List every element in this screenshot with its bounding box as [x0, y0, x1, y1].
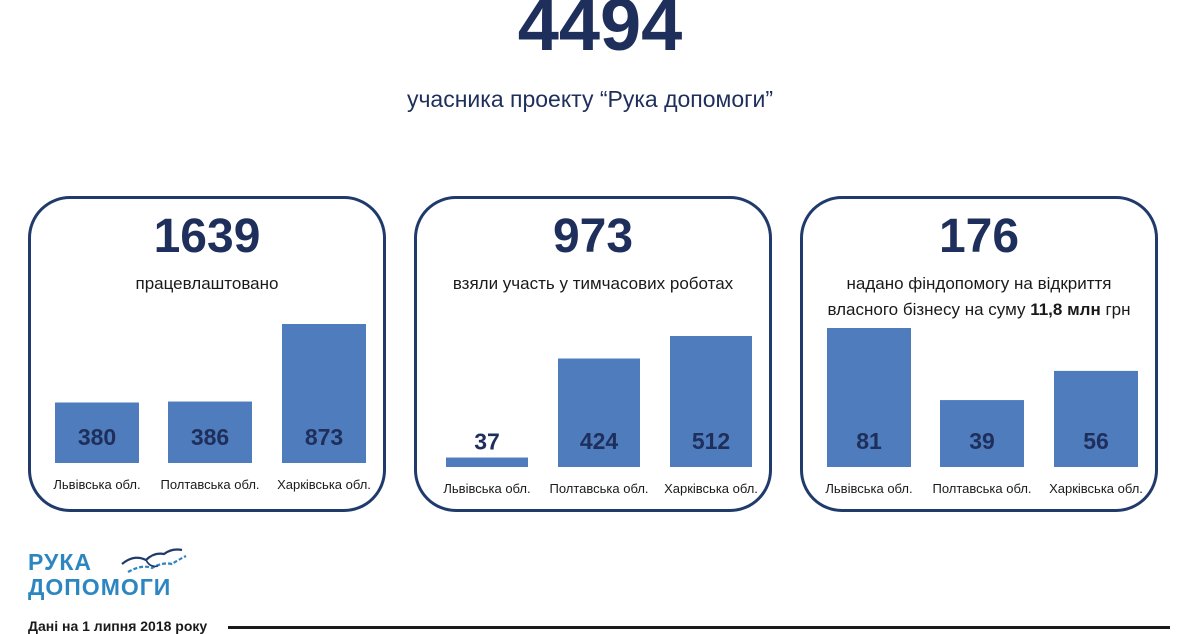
- headline-total: 4494: [517, 0, 683, 66]
- card-number: 1639: [153, 210, 261, 263]
- bar-value-label: 386: [191, 424, 229, 450]
- bar-value-label: 380: [78, 424, 116, 450]
- logo-line2: ДОПОМОГИ: [28, 574, 172, 600]
- bar-value-label: 39: [969, 428, 995, 454]
- category-label: Харківська обл.: [277, 477, 371, 492]
- bar-value-label: 512: [692, 428, 730, 454]
- bar-chart-temporary-work: 37 Львівська обл. 424 Полтавська обл. 512 Хар…: [443, 336, 758, 496]
- bar-1: [446, 457, 528, 467]
- bar-value-label: 37: [474, 429, 500, 455]
- category-label: Львівська обл.: [53, 477, 140, 492]
- category-label: Львівська обл.: [825, 481, 912, 496]
- bar-value-label: 873: [305, 424, 343, 450]
- logo: РУКА ДОПОМОГИ: [28, 548, 187, 600]
- card-number: 973: [552, 210, 634, 263]
- category-label: Полтавська обл.: [160, 477, 259, 492]
- bar-value-label: 424: [580, 428, 619, 454]
- bar-chart-business-aid: 81 Львівська обл. 39 Полтавська обл. 56 Харкі…: [825, 328, 1143, 496]
- category-label: Полтавська обл.: [549, 481, 648, 496]
- bar-2: [168, 401, 252, 463]
- bar-2: [940, 400, 1024, 467]
- category-label: Харківська обл.: [664, 481, 758, 496]
- bar-3: [670, 336, 752, 467]
- card-number: 176: [938, 210, 1020, 263]
- logo-line1: РУКА: [28, 549, 92, 575]
- bar-3: [282, 324, 366, 463]
- category-label: Харківська обл.: [1049, 481, 1143, 496]
- bar-1: [55, 402, 139, 463]
- category-label: Полтавська обл.: [932, 481, 1031, 496]
- footer-rule: [228, 626, 1170, 629]
- bar-1: [827, 328, 911, 467]
- footer-note: Дані на 1 липня 2018 року: [28, 618, 208, 634]
- bar-2: [558, 358, 640, 467]
- bar-value-label: 81: [856, 428, 882, 454]
- stat-card-employed: 1639 працевлаштовано 380 Львівська обл. 38…: [28, 196, 386, 512]
- bar-3: [1054, 370, 1138, 467]
- handshake-icon: [121, 548, 187, 573]
- bar-chart-employed: 380 Львівська обл. 386 Полтавська обл. 873 Ха…: [53, 324, 371, 492]
- headline-subtitle: учасника проекту “Рука допомоги”: [406, 86, 774, 112]
- card-caption: взяли участь у тимчасових роботах: [452, 274, 734, 293]
- card-caption: надано фіндопомогу на відкриття власного…: [827, 274, 1131, 319]
- category-label: Львівська обл.: [443, 481, 530, 496]
- stat-card-business-aid: 176 надано фіндопомогу на відкриття влас…: [800, 196, 1158, 512]
- card-caption: працевлаштовано: [135, 274, 279, 293]
- stat-card-temporary-work: 973 взяли участь у тимчасових роботах 37…: [414, 196, 772, 512]
- bar-value-label: 56: [1083, 428, 1109, 454]
